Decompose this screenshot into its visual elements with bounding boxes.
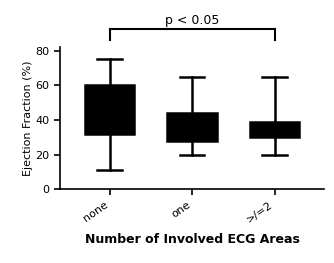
Text: p < 0.05: p < 0.05	[165, 14, 219, 27]
X-axis label: Number of Involved ECG Areas: Number of Involved ECG Areas	[85, 233, 300, 246]
PathPatch shape	[167, 113, 217, 141]
Y-axis label: Ejection Fraction (%): Ejection Fraction (%)	[23, 60, 33, 176]
PathPatch shape	[250, 122, 299, 137]
PathPatch shape	[85, 85, 134, 134]
